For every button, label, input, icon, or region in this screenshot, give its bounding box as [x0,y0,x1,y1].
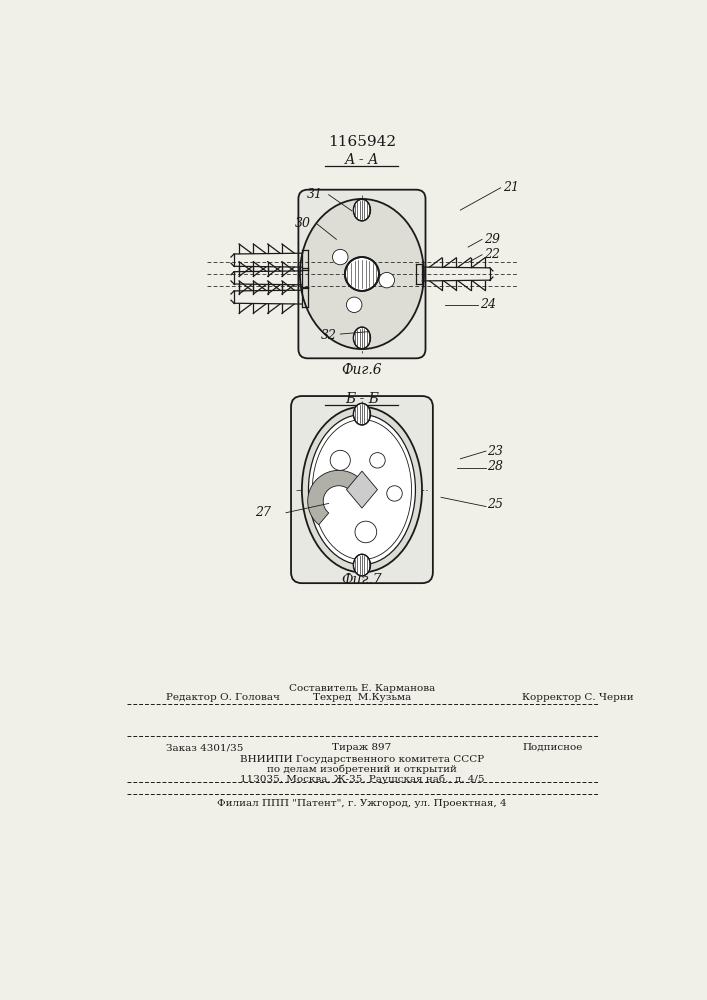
Text: Техред  М.Кузьма: Техред М.Кузьма [312,693,411,702]
Text: 32: 32 [321,329,337,342]
Text: Филиал ППП "Патент", г. Ужгород, ул. Проектная, 4: Филиал ППП "Патент", г. Ужгород, ул. Про… [217,799,507,808]
Text: Б - Б: Б - Б [345,392,379,406]
Ellipse shape [300,199,424,349]
Text: Составитель Е. Карманова: Составитель Е. Карманова [289,684,435,693]
Ellipse shape [354,554,370,576]
Circle shape [345,257,379,291]
Text: 1165942: 1165942 [328,135,396,149]
Text: А - А: А - А [345,153,379,167]
Polygon shape [346,471,378,508]
Text: Редактор О. Головач: Редактор О. Головач [166,693,280,702]
Ellipse shape [312,420,411,560]
Polygon shape [308,470,366,525]
Text: Фиг.6: Фиг.6 [341,363,382,377]
Text: 27: 27 [255,506,271,519]
Text: 31: 31 [307,188,323,201]
Text: 29: 29 [484,233,500,246]
Ellipse shape [354,403,370,425]
FancyBboxPatch shape [291,396,433,583]
Text: ВНИИПИ Государственного комитета СССР: ВНИИПИ Государственного комитета СССР [240,755,484,764]
Circle shape [332,249,348,265]
Ellipse shape [308,415,416,565]
Ellipse shape [354,327,370,349]
Text: Подписное: Подписное [522,743,583,752]
Text: Корректор С. Черни: Корректор С. Черни [522,693,634,702]
Text: 24: 24 [480,298,496,311]
Circle shape [346,297,362,312]
Text: Фиг.7: Фиг.7 [341,573,382,587]
Text: 25: 25 [488,498,503,512]
Text: Заказ 4301/35: Заказ 4301/35 [166,743,243,752]
Ellipse shape [302,407,422,572]
Circle shape [387,486,402,501]
Circle shape [379,272,395,288]
Text: Тираж 897: Тираж 897 [332,743,392,752]
Text: 28: 28 [488,460,503,473]
Text: 21: 21 [503,181,519,194]
Circle shape [370,453,385,468]
Text: 23: 23 [488,445,503,458]
Text: 113035, Москва, Ж-35, Раушская наб., д. 4/5: 113035, Москва, Ж-35, Раушская наб., д. … [240,774,484,784]
Ellipse shape [354,199,370,221]
Circle shape [355,521,377,543]
Text: 22: 22 [484,248,500,261]
Circle shape [330,450,351,470]
FancyBboxPatch shape [298,190,426,358]
Text: 30: 30 [296,217,311,230]
Text: по делам изобретений и открытий: по делам изобретений и открытий [267,764,457,774]
